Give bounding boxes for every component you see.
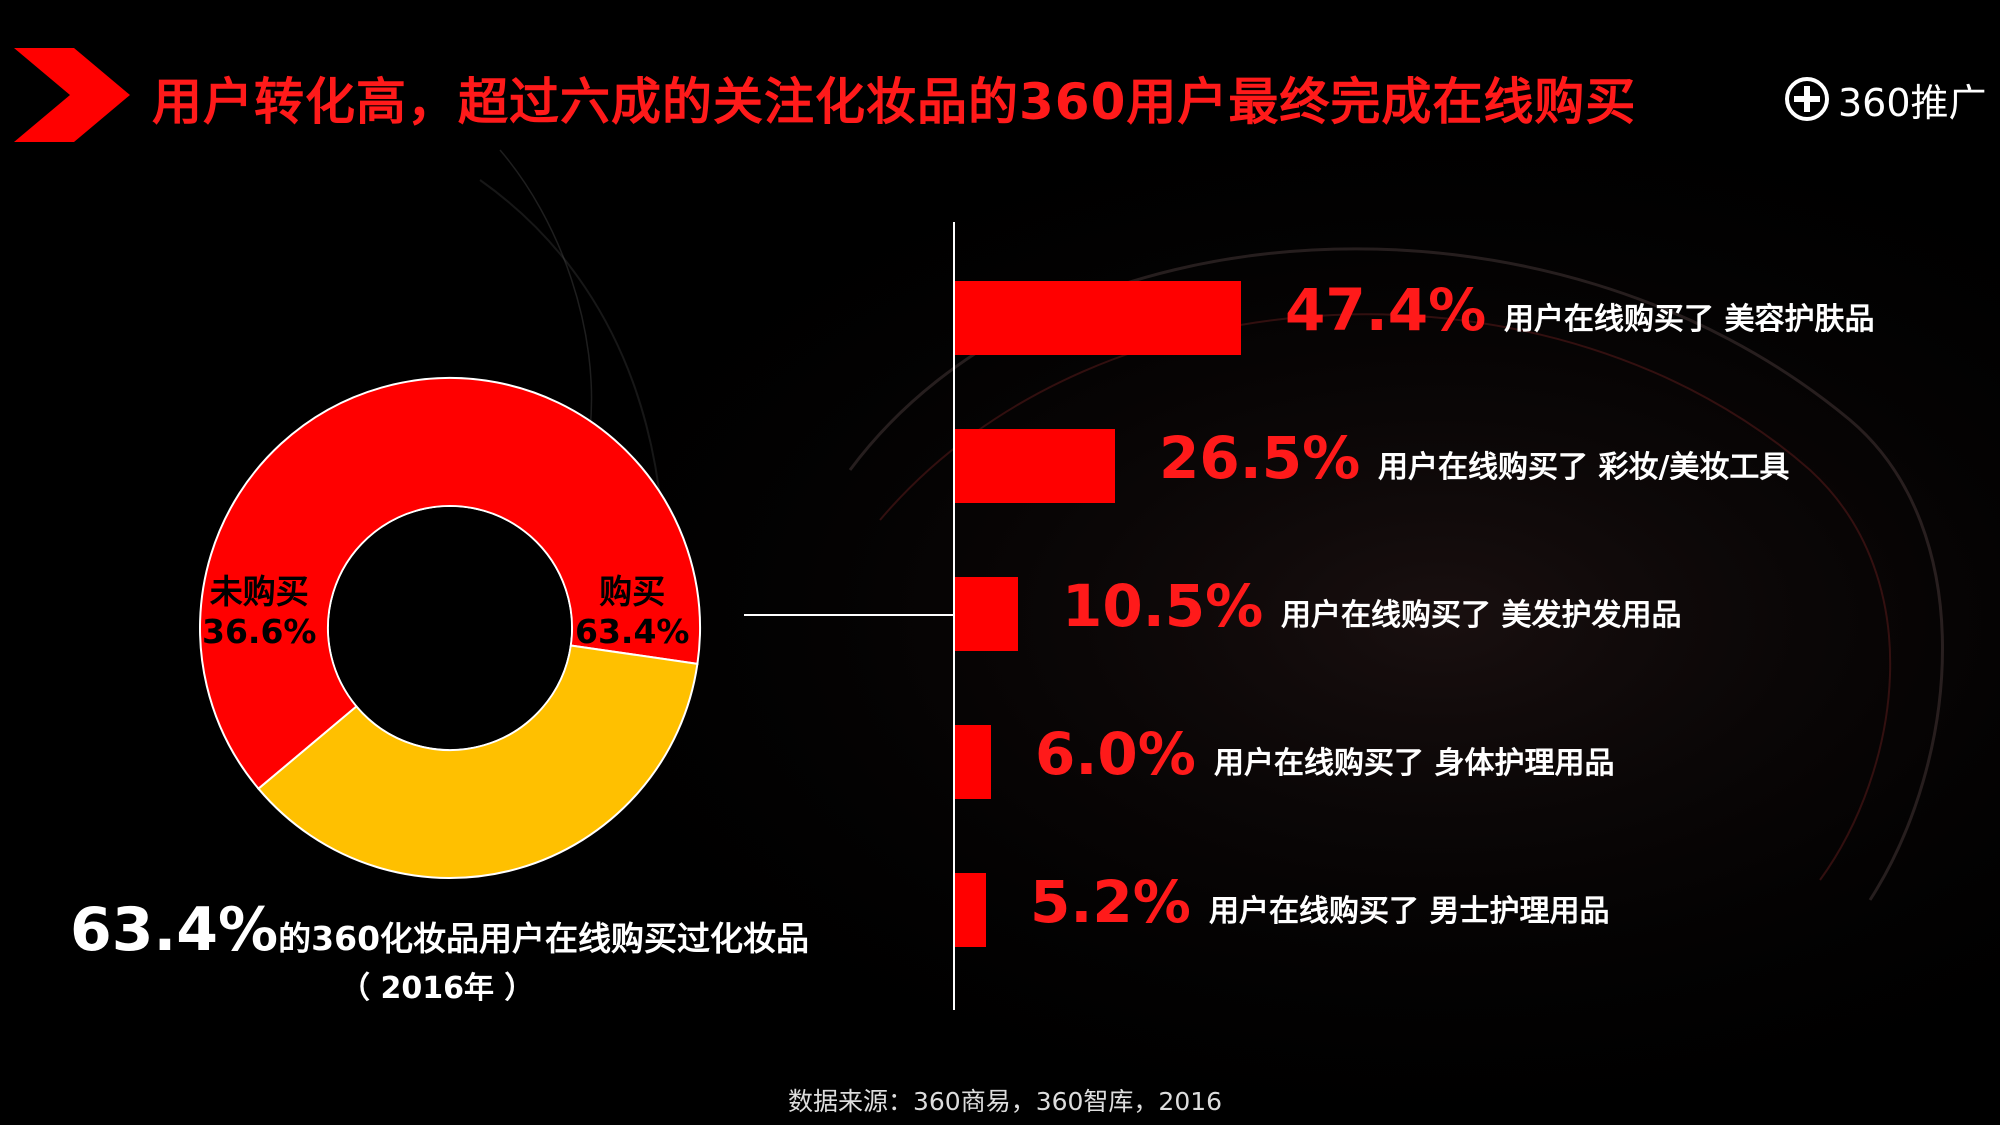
bar-category-label: 用户在线购买了 美容护肤品 — [1504, 302, 1875, 337]
bar-value-label: 5.2% — [1030, 868, 1191, 936]
donut-label-not-bought: 未购买 36.6% — [202, 572, 317, 652]
donut-slice-not-bought — [257, 644, 699, 879]
bar — [955, 281, 1241, 355]
bar-category-label: 用户在线购买了 男士护理用品 — [1209, 894, 1610, 929]
summary-year: （ 2016年 ） — [340, 971, 535, 1006]
donut-hole — [329, 507, 571, 749]
bar-value-label: 26.5% — [1159, 424, 1361, 492]
page-title: 用户转化高，超过六成的关注化妆品的360用户最终完成在线购买 — [152, 73, 1637, 131]
data-source: 数据来源：360商易，360智库，2016 — [788, 1087, 1223, 1116]
bar-value-label: 6.0% — [1035, 720, 1196, 788]
donut-chart — [199, 377, 701, 879]
slice-label: 未购买 — [209, 572, 309, 611]
plus-circle-icon — [1785, 77, 1829, 121]
bar-value-label: 47.4% — [1285, 276, 1487, 344]
summary-text: 63.4%的360化妆品用户在线购买过化妆品 — [70, 895, 809, 965]
donut-label-bought: 购买 63.4% — [575, 572, 690, 652]
title-chevron-icon — [14, 48, 130, 142]
bar-category-label: 用户在线购买了 美发护发用品 — [1281, 598, 1682, 633]
bar-value-label: 10.5% — [1062, 572, 1264, 640]
slice-value: 36.6% — [202, 612, 317, 651]
brand-text: 360推广 — [1838, 80, 1987, 125]
slice-label: 购买 — [599, 572, 666, 611]
bar-category-label: 用户在线购买了 身体护理用品 — [1214, 746, 1615, 781]
bar — [955, 429, 1115, 503]
slice-value: 63.4% — [575, 612, 690, 651]
bar-axis — [953, 222, 955, 1010]
summary-percent: 63.4% — [70, 895, 279, 965]
bar — [955, 577, 1018, 651]
donut-slice-bought — [199, 377, 701, 791]
bar-category-label: 用户在线购买了 彩妆/美妆工具 — [1378, 450, 1790, 485]
bar — [955, 873, 986, 947]
brand-logo: 360推广 — [1784, 74, 1987, 125]
connector-line — [744, 614, 954, 616]
bar — [955, 725, 991, 799]
summary-description: 的360化妆品用户在线购买过化妆品 — [278, 919, 810, 958]
